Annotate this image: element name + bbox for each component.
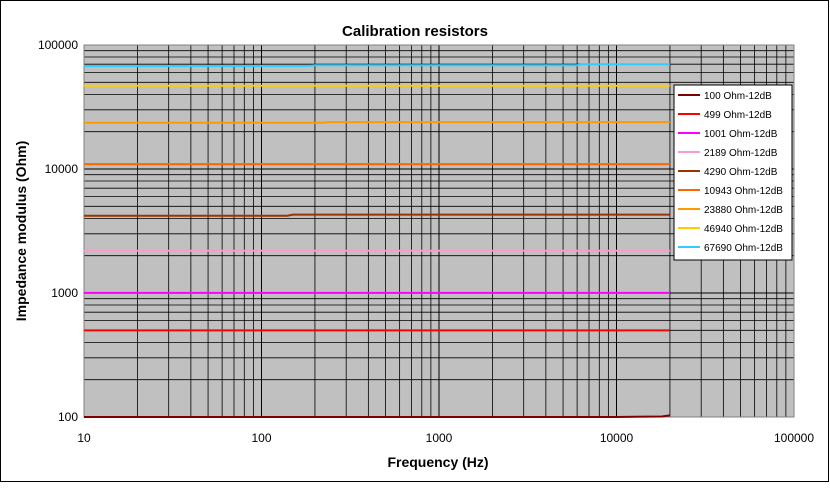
series-line [84,121,670,124]
x-tick-label: 1000 [426,431,453,445]
x-tick-label: 10 [77,431,91,445]
legend-label: 4290 Ohm-12dB [704,167,778,178]
y-tick-label: 100 [58,410,78,424]
legend-label: 2189 Ohm-12dB [704,148,778,159]
x-tick-label: 100000 [774,431,814,445]
legend-label: 67690 Ohm-12dB [704,243,783,254]
legend-label: 46940 Ohm-12dB [704,224,783,235]
legend-label: 1001 Ohm-12dB [704,129,778,140]
x-tick-label: 10000 [600,431,634,445]
legend-label: 499 Ohm-12dB [704,110,772,121]
y-axis-label: Impedance modulus (Ohm) [13,141,29,321]
series-line [84,213,670,217]
x-tick-label: 100 [251,431,271,445]
chart-title: Calibration resistors [342,23,488,40]
y-tick-label: 100000 [38,38,78,52]
y-tick-label: 1000 [51,286,78,300]
legend-label: 100 Ohm-12dB [704,91,772,102]
legend-label: 23880 Ohm-12dB [704,205,783,216]
y-tick-label: 10000 [45,162,79,176]
x-axis-label: Frequency (Hz) [387,454,488,470]
plot-area: 10 100 1000 10000 100000 100 1000 10000 100000 10… [38,38,814,445]
legend-label: 10943 Ohm-12dB [704,186,783,197]
series-line [84,63,670,67]
series-line [84,414,671,418]
